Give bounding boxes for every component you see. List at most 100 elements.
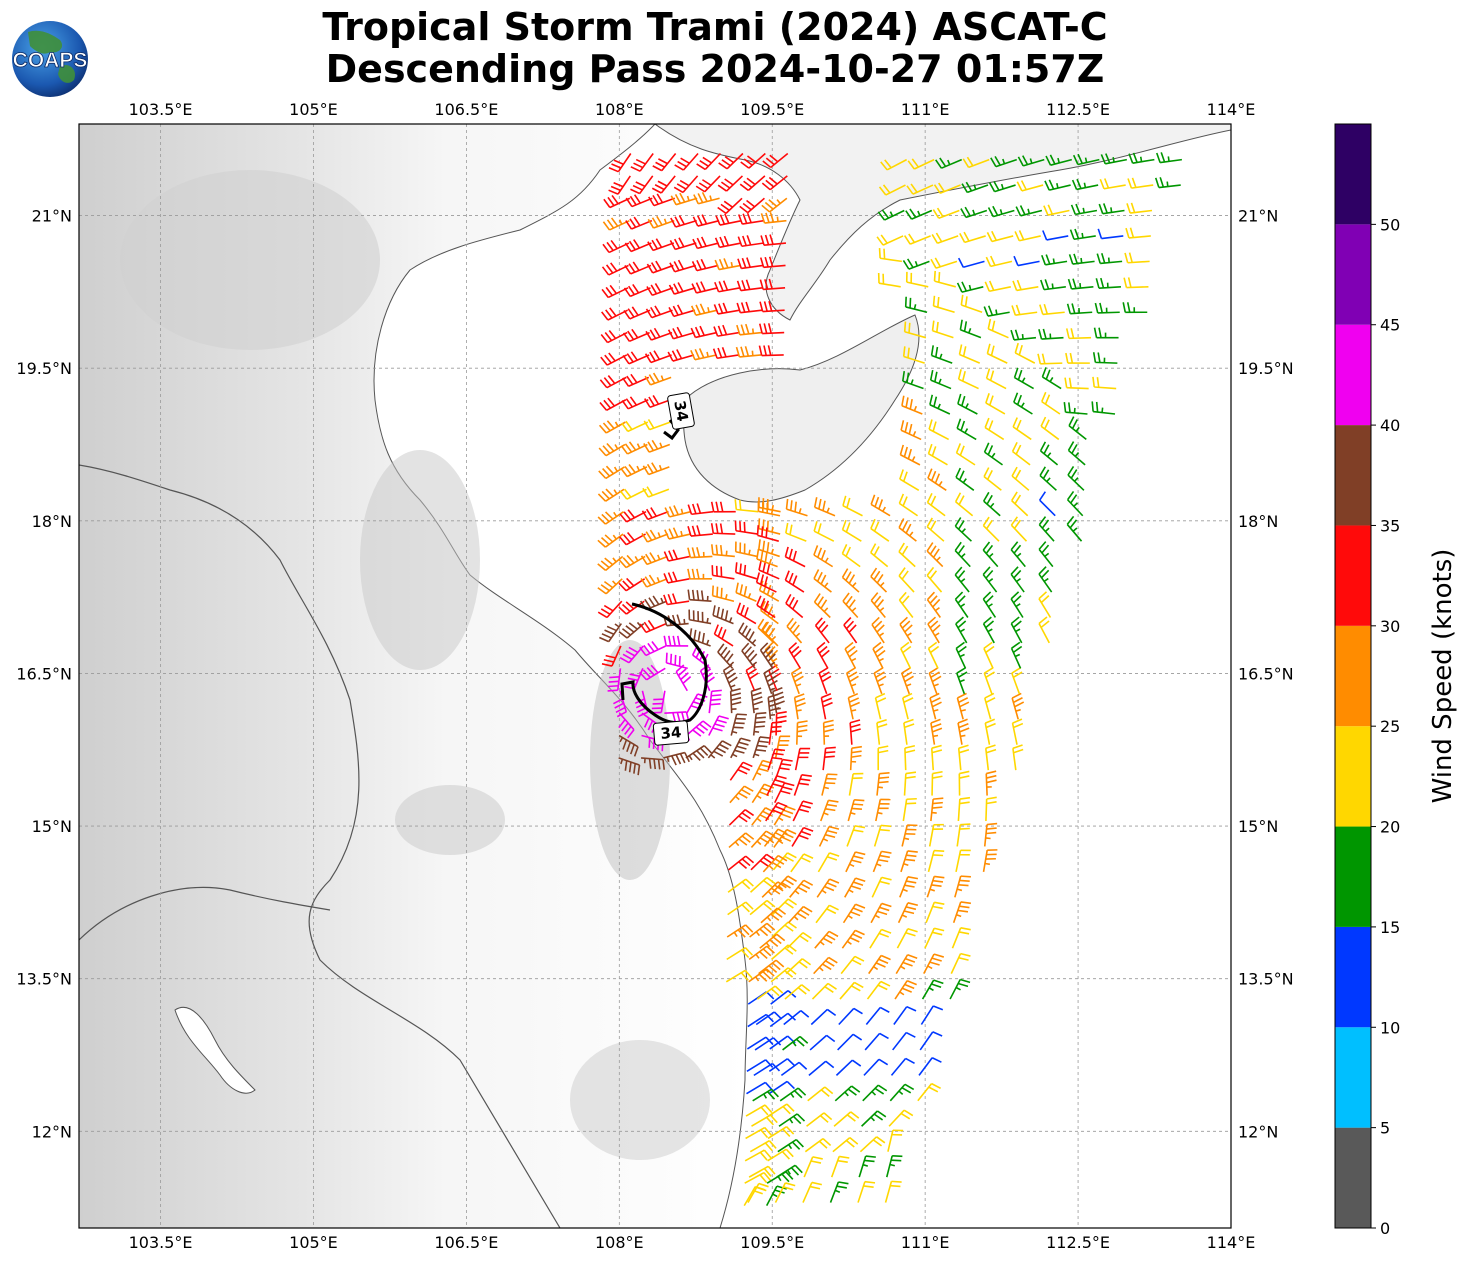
wind-barb-feather bbox=[909, 323, 910, 333]
lat-ticks-left: 21°N19.5°N18°N16.5°N15°N13.5°N12°N bbox=[16, 207, 72, 1142]
wind-barb-feather bbox=[826, 747, 836, 748]
wind-barb-feather bbox=[960, 824, 970, 825]
wind-barb-feather bbox=[890, 1186, 900, 1187]
wind-barb-feather bbox=[717, 587, 718, 597]
wind-barb-feather bbox=[712, 690, 722, 691]
lat-tick-label-right: 21°N bbox=[1238, 207, 1278, 226]
wind-barb-half-feather bbox=[1023, 334, 1024, 339]
wind-barb-staff bbox=[986, 774, 987, 796]
wind-barb-feather bbox=[960, 880, 970, 881]
terrain-shade-5 bbox=[570, 1040, 710, 1160]
wind-barb-feather bbox=[906, 855, 916, 856]
wind-barb-feather bbox=[934, 296, 935, 306]
wind-barb-feather bbox=[609, 681, 619, 682]
wind-barb-half-feather bbox=[986, 838, 991, 839]
lon-tick-label-top: 111°E bbox=[901, 100, 950, 119]
wind-barb-half-feather bbox=[1084, 183, 1085, 188]
wind-barb-feather bbox=[608, 690, 618, 691]
lon-tick-label-bottom: 111°E bbox=[901, 1233, 950, 1252]
wind-barb-feather bbox=[609, 677, 619, 678]
wind-barb-staff bbox=[851, 748, 852, 770]
wind-barb-feather bbox=[654, 739, 655, 749]
colorbar-label: Wind Speed (knots) bbox=[1428, 549, 1458, 804]
colorbar-tick-label: 0 bbox=[1380, 1219, 1390, 1238]
wind-barb-half-feather bbox=[1057, 183, 1058, 188]
wind-barb-feather bbox=[904, 346, 905, 356]
wind-barb-half-feather bbox=[707, 352, 708, 357]
wind-barb-half-feather bbox=[753, 328, 754, 333]
wind-barb-feather bbox=[884, 249, 885, 259]
wind-barb-feather bbox=[758, 525, 759, 535]
wind-barb-staff bbox=[1069, 338, 1091, 339]
wind-barb-feather bbox=[905, 859, 915, 860]
colorbar-tick-label: 45 bbox=[1380, 316, 1400, 335]
wind-barb-feather bbox=[852, 808, 862, 809]
colorbar-segment bbox=[1335, 525, 1371, 625]
wind-barb-feather bbox=[737, 714, 747, 715]
lon-tick-label-bottom: 109.5°E bbox=[740, 1233, 804, 1252]
wind-barb-feather bbox=[756, 750, 766, 751]
wind-barb-staff bbox=[731, 691, 732, 713]
wind-barb-feather bbox=[771, 727, 781, 728]
wind-barb-feather bbox=[986, 833, 996, 834]
wind-barb-half-feather bbox=[754, 732, 759, 733]
wind-barb-half-feather bbox=[933, 735, 938, 736]
lat-tick-label-left: 15°N bbox=[32, 817, 72, 836]
lat-tick-label-right: 12°N bbox=[1238, 1122, 1278, 1141]
wind-barb-feather bbox=[675, 655, 676, 665]
title-line-1: Tropical Storm Trami (2024) ASCAT-C bbox=[322, 5, 1107, 49]
wind-barb-half-feather bbox=[754, 709, 759, 710]
wind-barb-feather bbox=[933, 855, 943, 856]
lat-tick-label-left: 16.5°N bbox=[16, 664, 72, 683]
contour-label-south: 34 bbox=[653, 721, 689, 746]
wind-barb-feather bbox=[879, 777, 889, 778]
wind-barb-feather bbox=[786, 499, 787, 509]
wind-barb-feather bbox=[905, 322, 906, 332]
wind-barb-half-feather bbox=[1167, 182, 1168, 187]
colorbar-segment bbox=[1335, 124, 1371, 224]
lat-tick-label-right: 18°N bbox=[1238, 512, 1278, 531]
wind-barb-feather bbox=[757, 746, 767, 747]
wind-barb-half-feather bbox=[1168, 156, 1169, 161]
wind-barb-staff bbox=[824, 723, 825, 745]
wind-barb-half-feather bbox=[985, 863, 990, 864]
wind-barb-feather bbox=[711, 695, 721, 696]
wind-barb-feather bbox=[768, 521, 769, 531]
wind-barb-feather bbox=[766, 528, 767, 538]
wind-barb-feather bbox=[736, 562, 737, 572]
wind-barb-staff bbox=[986, 799, 987, 821]
wind-barb-feather bbox=[934, 851, 944, 852]
colorbar-segment bbox=[1335, 626, 1371, 726]
wind-barb-half-feather bbox=[1052, 284, 1053, 289]
wind-barb-feather bbox=[933, 798, 943, 799]
wind-barb-feather bbox=[744, 565, 745, 575]
wind-barb-feather bbox=[960, 829, 970, 830]
lon-tick-label-top: 103.5°E bbox=[129, 100, 193, 119]
terrain-shade-2 bbox=[360, 450, 480, 670]
wind-barb-feather bbox=[938, 297, 939, 307]
wind-barb-feather bbox=[881, 825, 891, 826]
lat-tick-label-left: 12°N bbox=[32, 1122, 72, 1141]
wind-barb-half-feather bbox=[1086, 158, 1087, 163]
colorbar-tick-label: 20 bbox=[1380, 818, 1400, 837]
wind-barb-feather bbox=[740, 500, 741, 510]
wind-barb-half-feather bbox=[1102, 408, 1103, 413]
lat-tick-label-right: 13.5°N bbox=[1238, 970, 1294, 989]
lon-tick-label-top: 106.5°E bbox=[434, 100, 498, 119]
wind-barb-half-feather bbox=[878, 787, 883, 788]
contour-label-north-text: 34 bbox=[670, 399, 691, 423]
wind-barb-feather bbox=[666, 653, 667, 663]
wind-barb-feather bbox=[733, 727, 743, 728]
wind-barb-half-feather bbox=[1081, 258, 1082, 263]
map-panel: 34 34 bbox=[79, 124, 1231, 1228]
wind-barb-feather bbox=[734, 723, 744, 724]
wind-barb-half-feather bbox=[932, 813, 937, 814]
wind-barb-staff bbox=[1040, 363, 1062, 364]
lat-tick-label-left: 19.5°N bbox=[16, 359, 72, 378]
wind-barb-half-feather bbox=[1141, 157, 1142, 162]
title-line-2: Descending Pass 2024-10-27 01:57Z bbox=[326, 47, 1105, 91]
wind-barb-feather bbox=[854, 800, 864, 801]
